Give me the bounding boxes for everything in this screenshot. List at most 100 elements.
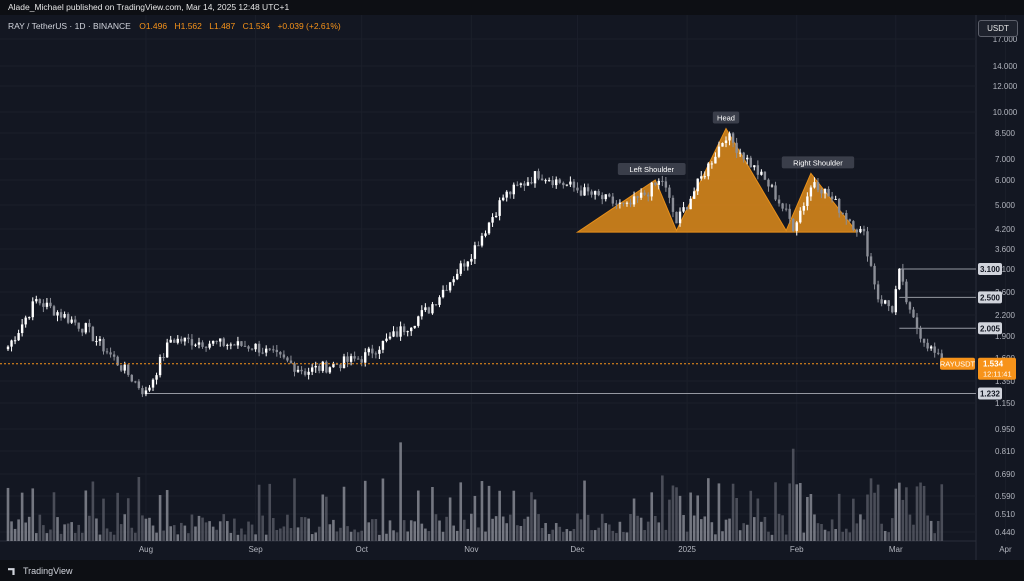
- volume-bar: [31, 488, 35, 541]
- volume-bar: [63, 524, 66, 541]
- volume-bar: [204, 522, 208, 541]
- candle-body: [187, 337, 190, 340]
- volume-bar: [572, 528, 576, 541]
- volume-bar: [848, 532, 852, 541]
- candle-body: [116, 356, 119, 366]
- candle-body: [222, 338, 225, 346]
- candle-body: [809, 187, 813, 197]
- price-tick-label: 7.000: [995, 155, 1016, 164]
- volume-bar: [915, 486, 919, 541]
- candle-body: [257, 343, 261, 353]
- candle-body: [466, 261, 470, 267]
- publish-header: Alade_Michael published on TradingView.c…: [0, 0, 1024, 15]
- volume-bar: [565, 529, 569, 541]
- candle-body: [395, 331, 399, 337]
- volume-bar: [289, 528, 293, 541]
- candle-body: [555, 179, 558, 186]
- candle-body: [445, 289, 448, 291]
- candle-body: [77, 322, 80, 329]
- volume-bar: [303, 517, 307, 541]
- volume-bar: [416, 490, 420, 541]
- price-axis-panel[interactable]: [976, 15, 1024, 560]
- volume-bar: [176, 534, 180, 541]
- symbol-name[interactable]: RAY / TetherUS · 1D · BINANCE: [8, 21, 131, 31]
- candle-body: [933, 346, 936, 353]
- volume-bar: [901, 499, 905, 541]
- volume-bar: [300, 517, 303, 541]
- volume-bar: [211, 526, 215, 541]
- currency-button[interactable]: USDT: [978, 20, 1018, 37]
- candle-body: [296, 369, 300, 372]
- candle-body: [608, 194, 611, 197]
- candle-body: [388, 336, 392, 339]
- volume-bar: [728, 518, 731, 541]
- candle-body: [530, 182, 533, 184]
- price-tick-label: 1.150: [995, 399, 1016, 408]
- volume-bar: [508, 514, 512, 541]
- volume-bar: [126, 498, 130, 541]
- candle-body: [830, 196, 834, 200]
- volume-bar: [703, 516, 707, 541]
- volume-bar: [264, 534, 268, 541]
- volume-bar: [236, 534, 240, 541]
- candle-body: [562, 182, 565, 186]
- volume-bar: [682, 515, 685, 541]
- volume-bar: [215, 529, 218, 541]
- ohlc-open: O1.496: [139, 21, 168, 31]
- tradingview-logo[interactable]: TradingView: [8, 566, 73, 576]
- volume-bar: [919, 482, 922, 541]
- volume-bar: [261, 515, 264, 541]
- volume-bar: [371, 519, 374, 541]
- candle-body: [45, 302, 49, 307]
- volume-bar: [774, 482, 777, 541]
- candle-body: [749, 157, 752, 168]
- volume-bar: [827, 531, 830, 541]
- price-tick-label: 0.690: [995, 470, 1016, 479]
- candle-body: [349, 356, 353, 362]
- time-axis[interactable]: Aug Sep Oct Nov Dec 2025 Feb Mar Apr: [139, 545, 1012, 554]
- candle-body: [565, 184, 569, 186]
- ohlc-high: H1.562: [174, 21, 202, 31]
- candle-body: [470, 258, 473, 262]
- candle-body: [509, 191, 512, 195]
- candle-body: [862, 228, 866, 232]
- candle-body: [646, 194, 650, 197]
- candle-body: [484, 233, 487, 236]
- candle-body: [661, 180, 664, 182]
- candle-body: [540, 178, 544, 181]
- candle-body: [81, 328, 84, 333]
- candle-body: [937, 352, 940, 354]
- candle-body: [353, 356, 356, 359]
- candle-body: [491, 217, 494, 223]
- candle-body: [611, 196, 615, 204]
- price-chart[interactable]: 17.000 14.000 12.000 10.000 8.500 7.000 6.000 5…: [0, 0, 1024, 560]
- candle-body: [597, 191, 600, 196]
- candle-body: [233, 344, 236, 346]
- volume-bar: [349, 531, 353, 541]
- volume-bar: [671, 485, 675, 541]
- volume-bar: [80, 532, 84, 541]
- symbol-legend[interactable]: RAY / TetherUS · 1D · BINANCE O1.496 H1.…: [8, 21, 346, 31]
- volume-bar: [600, 513, 604, 541]
- volume-bar: [42, 525, 45, 541]
- candle-body: [823, 188, 827, 194]
- volume-bar: [544, 523, 547, 541]
- candle-body: [183, 337, 187, 342]
- price-tick-label: 6.000: [995, 176, 1016, 185]
- volume-bar: [498, 490, 501, 541]
- pattern-label: Right Shoulder: [793, 158, 843, 167]
- candle-body: [526, 182, 530, 186]
- volume-bar: [307, 518, 310, 541]
- volume-bar: [876, 484, 880, 541]
- volume-bar: [798, 482, 802, 541]
- candle-body: [339, 364, 342, 369]
- tradingview-logo-icon: [8, 568, 15, 576]
- volume-bar: [328, 524, 332, 541]
- volume-bar: [678, 495, 682, 541]
- volume-bar: [275, 529, 279, 541]
- candle-body: [837, 198, 841, 213]
- candle-body: [180, 338, 183, 342]
- candle-body: [367, 348, 370, 353]
- volume-bar: [431, 486, 434, 541]
- candle-body: [31, 301, 34, 318]
